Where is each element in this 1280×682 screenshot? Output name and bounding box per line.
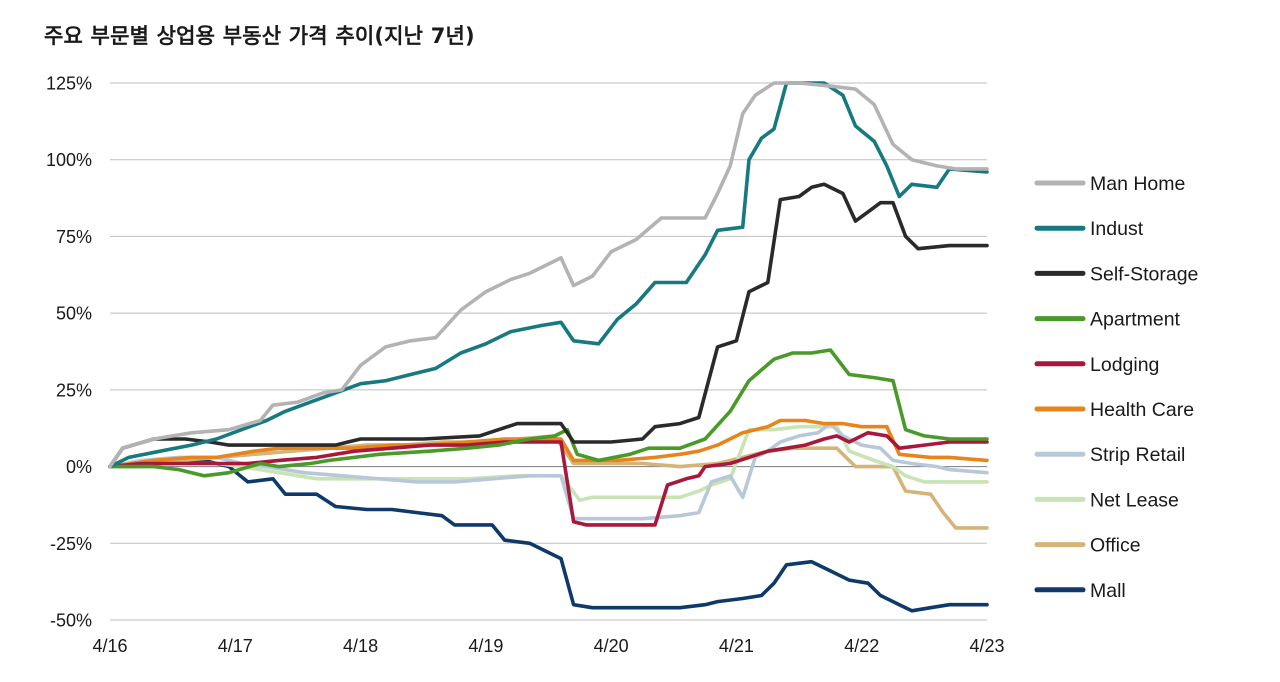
x-tick-label: 4/21 [719, 636, 754, 656]
legend-item: Self-Storage [1034, 263, 1198, 285]
gridlines [110, 82, 987, 621]
legend-label: Mall [1090, 580, 1126, 602]
y-tick-label: -50% [50, 611, 92, 631]
legend-item: Indust [1034, 218, 1144, 240]
series-line-net-lease [108, 424, 989, 503]
x-tick-label: 4/22 [844, 636, 879, 656]
x-tick-label: 4/20 [594, 636, 629, 656]
series-line-strip-retail [108, 421, 989, 521]
x-tick-label: 4/16 [92, 636, 127, 656]
legend-item: Apartment [1034, 309, 1181, 331]
x-tick-label: 4/23 [969, 636, 1004, 656]
x-tick-label: 4/19 [468, 636, 503, 656]
y-tick-label: 50% [56, 304, 92, 324]
legend-label: Office [1090, 535, 1141, 557]
series-line-apartment [108, 348, 989, 478]
legend-item: Net Lease [1034, 489, 1179, 511]
y-tick-label: -25% [50, 534, 92, 554]
x-tick-label: 4/18 [343, 636, 378, 656]
series-line-mall [108, 458, 989, 613]
x-tick-label: 4/17 [218, 636, 253, 656]
legend-label: Man Home [1090, 173, 1185, 195]
y-tick-label: 100% [46, 150, 92, 170]
series-line-self-storage [108, 182, 989, 469]
legend-label: Health Care [1090, 399, 1194, 421]
series-line-indust [108, 81, 989, 469]
x-axis-ticks: 4/16 4/17 4/18 4/19 4/20 4/21 4/22 4/23 [92, 636, 1004, 656]
legend: Man Home Indust Self-Storage Apartment Lodgi… [1034, 173, 1198, 602]
legend-item: Strip Retail [1034, 444, 1185, 466]
series-line-health-care [108, 418, 989, 469]
legend-item: Mall [1034, 580, 1126, 602]
legend-label: Lodging [1090, 354, 1159, 376]
legend-item: Health Care [1034, 399, 1194, 421]
series-line-lodging [108, 431, 989, 527]
series-line-office [108, 434, 989, 530]
y-tick-label: 125% [46, 74, 92, 94]
legend-label: Strip Retail [1090, 444, 1185, 466]
legend-item: Lodging [1034, 354, 1159, 376]
series-lines [108, 81, 989, 613]
legend-label: Apartment [1090, 309, 1181, 331]
chart-title: 주요 부문별 상업용 부동산 가격 추이(지난 7년) [44, 24, 475, 48]
legend-label: Self-Storage [1090, 263, 1198, 285]
y-tick-label: 75% [56, 227, 92, 247]
legend-label: Indust [1090, 218, 1144, 240]
legend-item: Man Home [1034, 173, 1185, 195]
series-line-man-home [108, 81, 989, 469]
y-axis-ticks: 125% 100% 75% 50% 25% 0% -25% -50% [46, 74, 92, 631]
y-tick-label: 0% [66, 457, 92, 477]
legend-label: Net Lease [1090, 489, 1179, 511]
legend-item: Office [1034, 535, 1141, 557]
y-tick-label: 25% [56, 380, 92, 400]
